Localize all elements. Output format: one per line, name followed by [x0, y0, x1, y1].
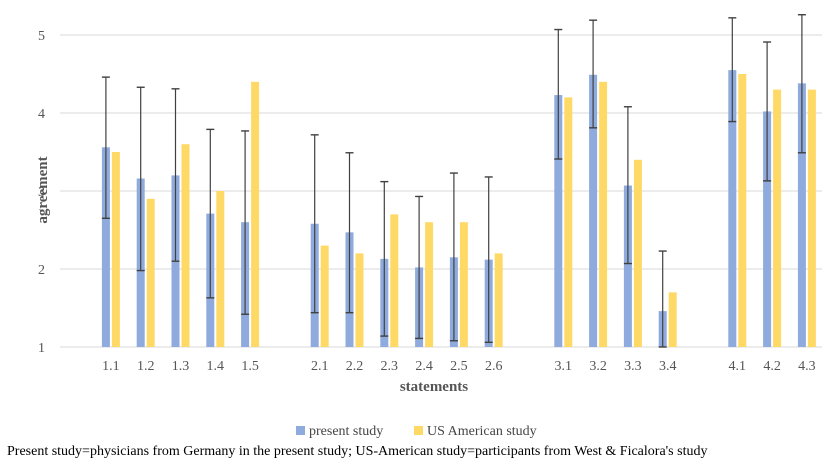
x-tick-label: 2.5: [450, 359, 468, 374]
bar-us-american-study: [738, 74, 747, 347]
x-tick-label: 2.2: [346, 359, 364, 374]
x-tick-label: 2.4: [415, 359, 433, 374]
y-tick-labels: 1 2 3 4 5: [38, 29, 45, 356]
x-tick-label: 1.3: [172, 359, 190, 374]
x-tick-label: 1.2: [137, 359, 155, 374]
x-tick-label: 3.3: [624, 359, 642, 374]
bar-us-american-study: [564, 97, 573, 348]
bar-present-study: [797, 83, 806, 348]
bar-us-american-study: [251, 81, 260, 348]
x-tick-label: 4.2: [763, 359, 781, 374]
bar-present-study: [728, 70, 737, 347]
x-tick-label: 4.3: [798, 359, 816, 374]
bar-present-study: [101, 147, 110, 347]
bar-us-american-study: [599, 81, 608, 348]
legend-label-us-american-study: US American study: [427, 424, 537, 439]
x-tick-label: 1.5: [241, 359, 259, 374]
bar-us-american-study: [216, 191, 225, 347]
bar-us-american-study: [111, 152, 120, 347]
x-tick-label: 1.4: [207, 359, 225, 374]
bar-us-american-study: [807, 89, 816, 347]
legend-swatch-us-american-study: [414, 426, 423, 435]
bars: [101, 70, 816, 348]
bar-present-study: [554, 95, 563, 347]
bar-us-american-study: [425, 222, 434, 347]
bar-present-study: [763, 111, 772, 347]
x-tick-label: 3.1: [555, 359, 573, 374]
legend: present study US American study: [296, 424, 537, 439]
x-tick-label: 3.4: [659, 359, 677, 374]
y-tick-label: 2: [38, 263, 45, 278]
x-tick-label: 2.6: [485, 359, 503, 374]
bar-us-american-study: [668, 292, 677, 347]
error-bars: [101, 14, 806, 348]
y-tick-label: 5: [38, 29, 45, 44]
legend-label-present-study: present study: [309, 424, 383, 439]
x-axis-title: statements: [400, 379, 468, 395]
bar-us-american-study: [459, 222, 468, 347]
bar-us-american-study: [773, 89, 782, 347]
x-tick-label: 2.3: [381, 359, 399, 374]
x-tick-label: 1.1: [102, 359, 120, 374]
y-tick-label: 1: [38, 341, 45, 356]
x-tick-labels: 1.1 1.2 1.3 1.4 1.5 2.1 2.2 2.3 2.4 2.5 2.6 3.1 3.2 3…: [102, 359, 816, 374]
y-axis-title: agreement: [35, 156, 51, 223]
x-tick-label: 3.2: [589, 359, 607, 374]
legend-swatch-present-study: [296, 426, 305, 435]
bar-us-american-study: [146, 198, 155, 347]
bar-us-american-study: [633, 159, 642, 347]
bar-us-american-study: [390, 214, 399, 347]
y-tick-label: 4: [38, 107, 45, 122]
bar-us-american-study: [181, 144, 190, 347]
bar-us-american-study: [355, 253, 364, 347]
bar-us-american-study: [494, 253, 503, 347]
caption: Present study=physicians from Germany in…: [7, 444, 707, 459]
x-tick-label: 2.1: [311, 359, 329, 374]
bar-us-american-study: [320, 245, 329, 347]
bar-present-study: [589, 74, 598, 347]
y-tick-label: 3: [38, 185, 45, 200]
x-tick-label: 4.1: [729, 359, 747, 374]
bar-present-study: [623, 185, 632, 347]
